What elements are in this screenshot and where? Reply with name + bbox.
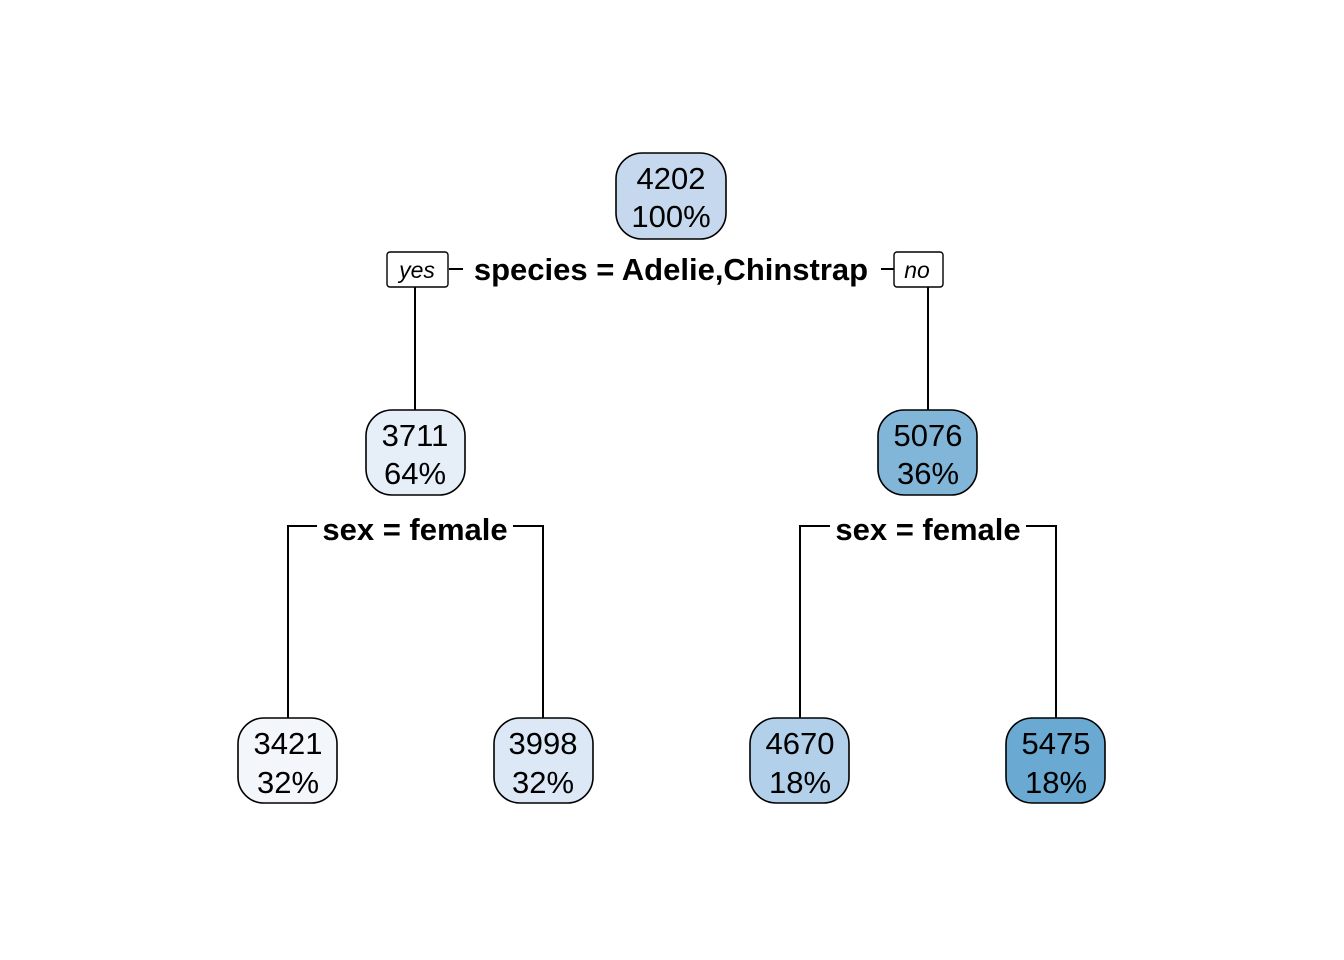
edge-left-male bbox=[513, 525, 544, 718]
leaf-node: 3998 32% bbox=[493, 717, 594, 804]
leaf-box bbox=[493, 717, 594, 804]
node-root-percent: 100% bbox=[631, 199, 710, 234]
node-right-box bbox=[877, 409, 978, 496]
leaf-node: 4670 18% bbox=[749, 717, 850, 804]
node-right-value: 5076 bbox=[894, 418, 963, 453]
leaf-value: 5475 bbox=[1022, 726, 1091, 761]
leaf-percent: 18% bbox=[769, 765, 831, 800]
leaf-value: 4670 bbox=[766, 726, 835, 761]
edge-right-female bbox=[799, 525, 830, 718]
leaf-value: 3998 bbox=[509, 726, 578, 761]
node-left-percent: 64% bbox=[384, 456, 446, 491]
leaf-box bbox=[749, 717, 850, 804]
root-split-label: species = Adelie,Chinstrap bbox=[474, 252, 868, 287]
root-split: yes species = Adelie,Chinstrap no bbox=[386, 251, 944, 288]
right-split-label: sex = female bbox=[835, 512, 1020, 547]
leaf-box bbox=[237, 717, 338, 804]
no-label-box bbox=[893, 251, 944, 288]
node-root-box bbox=[615, 152, 727, 240]
left-split-label: sex = female bbox=[322, 512, 507, 547]
edge-left-female bbox=[287, 525, 317, 718]
leaf-node: 3421 32% bbox=[237, 717, 338, 804]
node-right-percent: 36% bbox=[897, 456, 959, 491]
leaf-percent: 32% bbox=[257, 765, 319, 800]
leaf-value: 3421 bbox=[254, 726, 323, 761]
yes-label-box bbox=[386, 251, 449, 288]
node-right: 5076 36% bbox=[877, 409, 978, 496]
leaf-node: 5475 18% bbox=[1005, 717, 1106, 804]
no-label: no bbox=[904, 257, 930, 283]
node-left: 3711 64% bbox=[365, 409, 466, 496]
edge-right-male bbox=[1026, 525, 1057, 718]
leaf-box bbox=[1005, 717, 1106, 804]
node-root-value: 4202 bbox=[637, 161, 706, 196]
leaf-percent: 18% bbox=[1025, 765, 1087, 800]
leaf-percent: 32% bbox=[512, 765, 574, 800]
yes-label: yes bbox=[397, 257, 435, 283]
node-left-value: 3711 bbox=[382, 418, 449, 453]
node-left-box bbox=[365, 409, 466, 496]
node-root: 4202 100% bbox=[615, 152, 727, 240]
